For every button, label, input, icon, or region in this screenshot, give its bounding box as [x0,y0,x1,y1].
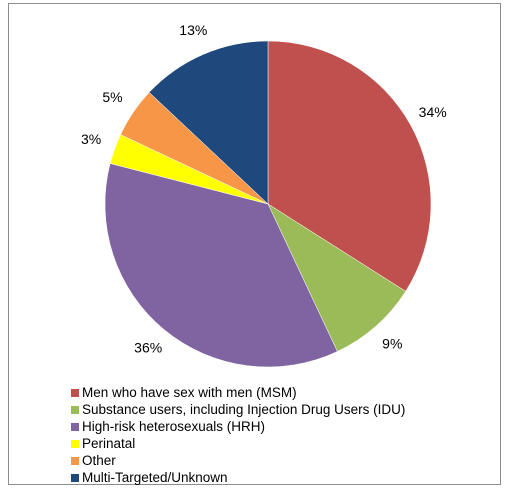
pie-slice [104,163,338,368]
legend-label: Substance users, including Injection Dru… [82,402,406,417]
legend-swatch [71,388,79,397]
slice-data-label: 3% [81,131,101,147]
pie-slice [267,40,432,292]
legend-item: Men who have sex with men (MSM) [71,384,405,401]
legend-label: Men who have sex with men (MSM) [82,385,297,400]
legend-swatch [71,456,79,465]
pie-slice [148,40,269,205]
legend-item: Other [71,452,405,469]
legend-swatch [71,439,79,448]
slice-data-label: 36% [134,340,162,356]
legend-swatch [71,422,79,431]
legend-item: High-risk heterosexuals (HRH) [71,418,405,435]
legend-label: Other [82,453,116,468]
pie-chart: 34% 9% 36% 3% 5% 13% [81,22,447,368]
legend-swatch [71,405,79,414]
legend-label: High-risk heterosexuals (HRH) [82,419,266,434]
legend: Men who have sex with men (MSM) Substance… [71,384,405,486]
legend-swatch [71,473,79,482]
pie-slice [267,203,406,352]
legend-item: Perinatal [71,435,405,452]
chart-frame: 34% 9% 36% 3% 5% 13% Men who have sex with me… [8,3,501,485]
slice-data-label: 5% [102,89,122,105]
legend-item: Multi-Targeted/Unknown [71,469,405,486]
legend-label: Perinatal [82,436,136,451]
legend-label: Multi-Targeted/Unknown [82,470,228,485]
legend-item: Substance users, including Injection Dru… [71,401,405,418]
slice-data-label: 34% [419,104,447,120]
slice-data-label: 13% [179,22,207,38]
slice-data-label: 9% [382,336,402,352]
